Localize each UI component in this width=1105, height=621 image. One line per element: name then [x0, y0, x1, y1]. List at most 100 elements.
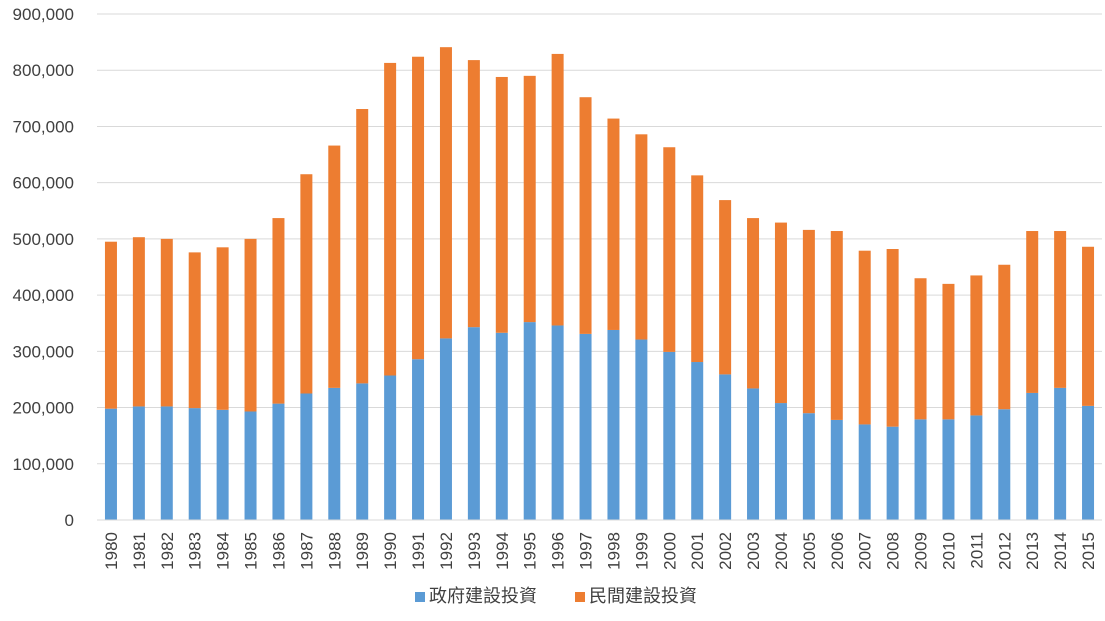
government-legend-label: 政府建設投資 [429, 586, 537, 606]
government-bar-1999 [635, 339, 648, 520]
private-bar-1998 [607, 118, 620, 330]
government-bar-2007 [858, 424, 871, 520]
private-bar-1981 [132, 237, 145, 407]
private-legend-label: 民間建設投資 [589, 586, 697, 606]
x-tick-label: 1992 [437, 532, 456, 570]
government-bar-1992 [439, 338, 452, 520]
x-tick-label: 1986 [269, 532, 288, 570]
private-bar-1980 [104, 241, 117, 409]
government-bar-1982 [160, 406, 173, 520]
private-bar-2004 [774, 222, 787, 404]
government-bar-1998 [607, 329, 620, 520]
private-legend-swatch [575, 592, 585, 602]
government-bar-1997 [579, 333, 592, 520]
x-tick-label: 1985 [242, 532, 261, 570]
x-tick-label: 1982 [158, 532, 177, 570]
private-bar-1985 [244, 238, 257, 412]
y-axis: 0 100,000 200,000 300,000 400,000 500,000 600,… [13, 5, 1102, 530]
private-bar-1991 [412, 56, 425, 360]
private-bar-1999 [635, 134, 648, 340]
y-tick-label: 400,000 [13, 286, 74, 305]
private-bar-1994 [495, 76, 508, 333]
x-tick-label: 1987 [297, 532, 316, 570]
x-tick-label: 1997 [577, 532, 596, 570]
x-tick-label: 2008 [884, 532, 903, 570]
x-tick-label: 2007 [856, 532, 875, 570]
government-bar-1981 [132, 406, 145, 520]
government-bar-2006 [830, 419, 843, 520]
y-tick-label: 600,000 [13, 174, 74, 193]
y-tick-label: 200,000 [13, 399, 74, 418]
government-legend-swatch [415, 592, 425, 602]
legend: 政府建設投資 民間建設投資 [415, 586, 697, 606]
government-bar-2004 [774, 403, 787, 520]
x-tick-label: 1998 [604, 532, 623, 570]
x-tick-label: 1993 [465, 532, 484, 570]
x-tick-label: 1983 [186, 532, 205, 570]
x-tick-label: 1991 [409, 532, 428, 570]
y-tick-label: 500,000 [13, 230, 74, 249]
government-bar-2009 [914, 419, 927, 520]
government-bar-2008 [886, 426, 899, 520]
x-tick-label: 2013 [1023, 532, 1042, 570]
government-bar-2014 [1054, 387, 1067, 520]
y-tick-label: 700,000 [13, 117, 74, 136]
government-bar-2015 [1082, 405, 1095, 520]
x-tick-label: 2011 [967, 532, 986, 569]
government-bar-1996 [551, 325, 564, 520]
private-bar-1990 [384, 62, 397, 376]
government-bar-2001 [691, 362, 704, 520]
x-tick-label: 2002 [716, 532, 735, 570]
government-bar-1989 [356, 383, 369, 520]
private-bar-1982 [160, 238, 173, 407]
x-tick-label: 1995 [521, 532, 540, 570]
private-bar-1983 [188, 252, 201, 409]
government-bar-2012 [998, 409, 1011, 520]
private-bar-1993 [467, 60, 480, 328]
private-bar-2003 [747, 218, 760, 389]
private-bar-2014 [1054, 231, 1067, 388]
private-bar-1986 [272, 218, 285, 404]
government-bar-2010 [942, 419, 955, 520]
government-bar-1987 [300, 393, 313, 520]
private-bar-2007 [858, 250, 871, 425]
bars [104, 47, 1095, 520]
government-bar-1994 [495, 332, 508, 520]
private-bar-2008 [886, 249, 899, 427]
government-bar-2011 [970, 415, 983, 520]
x-tick-label: 1984 [214, 532, 233, 570]
x-tick-label: 1981 [130, 532, 149, 570]
x-tick-label: 2009 [912, 532, 931, 570]
x-tick-label: 2010 [939, 532, 958, 570]
x-tick-label: 1988 [325, 532, 344, 570]
x-tick-label: 2003 [744, 532, 763, 570]
private-bar-2015 [1082, 246, 1095, 406]
private-bar-2005 [802, 229, 815, 414]
government-bar-1986 [272, 403, 285, 520]
x-tick-label: 1999 [632, 532, 651, 570]
y-tick-label: 0 [65, 511, 74, 530]
private-bar-1988 [328, 145, 341, 388]
government-bar-1995 [523, 322, 536, 520]
private-bar-2009 [914, 278, 927, 420]
private-bar-2010 [942, 283, 955, 420]
x-tick-label: 1980 [102, 532, 121, 570]
private-bar-2011 [970, 275, 983, 416]
private-bar-1992 [439, 47, 452, 339]
government-bar-1993 [467, 327, 480, 520]
private-bar-1989 [356, 109, 369, 384]
x-tick-label: 2005 [800, 532, 819, 570]
private-bar-2000 [663, 147, 676, 352]
government-bar-2002 [719, 374, 732, 520]
government-bar-2013 [1026, 392, 1039, 520]
government-bar-1988 [328, 387, 341, 520]
x-tick-label: 2001 [688, 532, 707, 570]
private-bar-1996 [551, 53, 564, 326]
government-bar-1980 [104, 408, 117, 520]
private-bar-1987 [300, 174, 313, 394]
x-tick-label: 1989 [353, 532, 372, 570]
y-tick-label: 300,000 [13, 342, 74, 361]
private-bar-1997 [579, 97, 592, 334]
